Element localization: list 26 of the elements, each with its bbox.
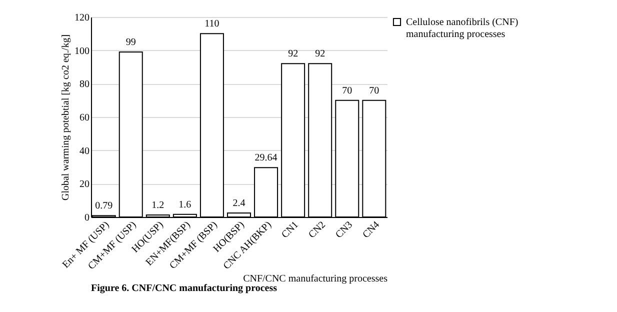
y-tick-label: 0 [84,212,90,224]
data-label: 70 [369,85,380,96]
legend-label: Cellulose nanofibrils (CNF) manufacturing processes [406,17,518,40]
x-tick-label: CN2 [306,220,328,241]
y-tick-label: 120 [74,12,90,24]
data-label: 92 [315,48,326,60]
data-label: 1.2 [152,200,164,211]
y-tick-label: 20 [80,179,90,190]
data-label: 2.4 [232,198,246,209]
data-label: 99 [126,37,136,48]
data-label: 110 [204,18,220,30]
y-axis-title: Global warming potebtial [kg co2 eq./kg] [60,34,72,201]
y-tick-label: 60 [80,112,90,124]
data-label: 29.64 [254,152,278,164]
data-label: 1.6 [178,199,192,210]
y-tick-label: 80 [80,79,90,90]
y-tick-label: 100 [74,46,90,57]
x-tick-label: CN4 [360,220,382,241]
data-label: 0.79 [95,200,113,212]
caption: Figure 6. CNF/CNC manufacturing process [91,283,278,294]
data-label: 92 [288,48,298,60]
x-tick-label: CN3 [334,220,355,241]
data-label: 70 [342,85,352,96]
y-tick-label: 40 [80,146,90,157]
x-axis-title: CNF/CNC manufacturing processes [243,274,388,285]
x-tick-label: CN1 [280,220,301,241]
